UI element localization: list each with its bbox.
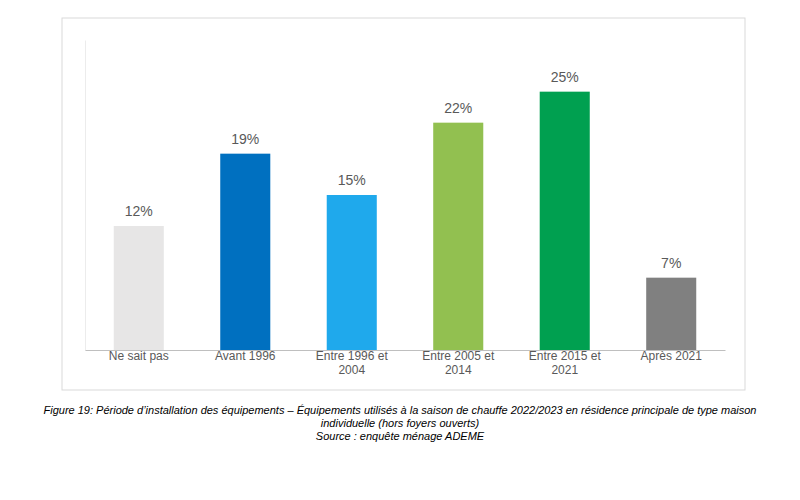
x-tick: Entre 2005 et2014 [422, 349, 495, 377]
x-tick: Ne sait pas [109, 349, 169, 363]
text-line: Après 2021 [641, 349, 703, 363]
x-tick-label: Entre 2015 et2021 [529, 349, 602, 377]
x-tick-label: Avant 1996 [215, 349, 276, 363]
data-label: 12% [125, 203, 153, 219]
text-line: Entre 2005 et [422, 349, 495, 363]
text-line: Figure 19: Période d’installation des éq… [43, 404, 756, 416]
x-tick: Entre 1996 et2004 [316, 349, 389, 377]
chart-title: Figure 19: Période d’installation des éq… [43, 404, 756, 429]
text-line: Ne sait pas [109, 349, 169, 363]
text-line: 2021 [551, 363, 578, 377]
x-tick-label: Entre 2005 et2014 [422, 349, 495, 377]
chart-source: Source : enquête ménage ADEME [316, 430, 485, 442]
text-line: individuelle (hors foyers ouverts) [321, 417, 480, 429]
bar [114, 226, 164, 350]
data-label: 19% [231, 131, 259, 147]
x-tick-label: Après 2021 [641, 349, 703, 363]
data-label: 7% [661, 255, 681, 271]
text-line: 2014 [445, 363, 472, 377]
bar [433, 123, 483, 350]
x-tick: Entre 2015 et2021 [529, 349, 602, 377]
x-tick-label: Ne sait pas [109, 349, 169, 363]
chart: Ne sait pasAvant 1996Entre 1996 et2004En… [0, 0, 800, 500]
data-label: 15% [338, 172, 366, 188]
text-line: 2004 [338, 363, 365, 377]
data-label: 22% [444, 100, 472, 116]
y-axis [85, 41, 86, 351]
data-label: 25% [551, 69, 579, 85]
data-labels: 12% 19% 15% 22% 25% 7% [125, 69, 682, 271]
text-line: Entre 1996 et [316, 349, 389, 363]
text-line: Entre 2015 et [529, 349, 602, 363]
bar [327, 195, 377, 350]
bar [220, 154, 270, 350]
x-tick: Après 2021 [641, 349, 703, 363]
x-tick-label: Entre 1996 et2004 [316, 349, 389, 377]
bar [646, 278, 696, 350]
x-axis: Ne sait pasAvant 1996Entre 1996 et2004En… [86, 349, 726, 377]
y-axis-line [85, 41, 86, 351]
chart-frame [62, 18, 745, 390]
x-axis-line [86, 350, 726, 351]
bars [114, 92, 696, 350]
text-line: Avant 1996 [215, 349, 276, 363]
x-tick: Avant 1996 [215, 349, 276, 363]
bar [540, 92, 590, 350]
